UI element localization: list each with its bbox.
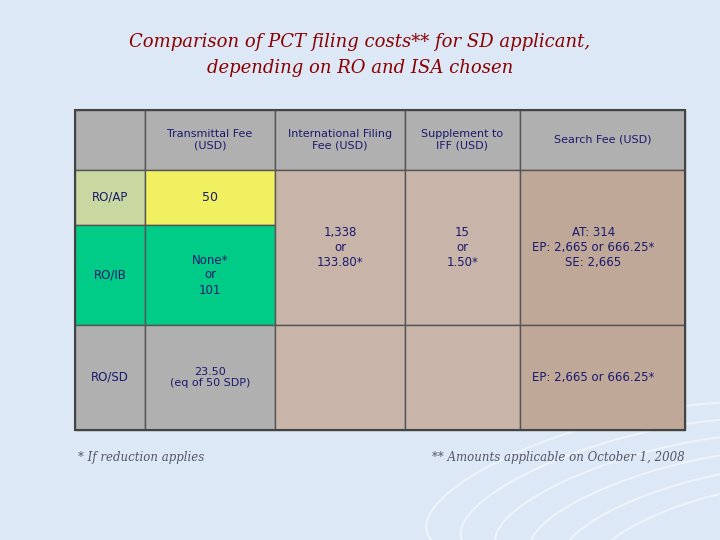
Text: Search Fee (USD): Search Fee (USD) <box>554 135 652 145</box>
Bar <box>145 325 275 430</box>
Text: Comparison of PCT filing costs** for SD applicant,: Comparison of PCT filing costs** for SD … <box>130 33 590 51</box>
Bar <box>145 110 275 170</box>
Bar <box>75 225 145 325</box>
Text: RO/SD: RO/SD <box>91 371 129 384</box>
Bar <box>75 110 685 430</box>
Bar <box>275 170 405 325</box>
Bar <box>275 325 405 430</box>
Bar <box>145 170 275 225</box>
Text: * If reduction applies: * If reduction applies <box>78 451 204 464</box>
Bar <box>520 325 685 430</box>
Text: 1,338
or
133.80*: 1,338 or 133.80* <box>317 226 364 269</box>
Text: 15
or
1.50*: 15 or 1.50* <box>446 226 478 269</box>
Text: 23.50
(eq of 50 SDP): 23.50 (eq of 50 SDP) <box>170 367 250 388</box>
Bar <box>405 170 520 325</box>
Text: None*
or
101: None* or 101 <box>192 253 228 296</box>
Bar <box>75 110 145 170</box>
Text: Transmittal Fee
(USD): Transmittal Fee (USD) <box>167 129 253 151</box>
Text: AT: 314
EP: 2,665 or 666.25*
SE: 2,665: AT: 314 EP: 2,665 or 666.25* SE: 2,665 <box>532 226 654 269</box>
Bar <box>520 110 685 170</box>
Text: RO/AP: RO/AP <box>92 191 128 204</box>
Bar <box>145 225 275 325</box>
Bar <box>520 170 685 325</box>
Text: Supplement to
IFF (USD): Supplement to IFF (USD) <box>421 129 503 151</box>
Text: RO/IB: RO/IB <box>94 268 127 281</box>
Bar <box>275 110 405 170</box>
Text: International Filing
Fee (USD): International Filing Fee (USD) <box>288 129 392 151</box>
Bar <box>405 110 520 170</box>
Bar <box>75 325 145 430</box>
Bar <box>405 325 520 430</box>
Text: depending on RO and ISA chosen: depending on RO and ISA chosen <box>207 59 513 77</box>
Text: ** Amounts applicable on October 1, 2008: ** Amounts applicable on October 1, 2008 <box>433 451 685 464</box>
Text: EP: 2,665 or 666.25*: EP: 2,665 or 666.25* <box>532 371 654 384</box>
Text: 50: 50 <box>202 191 218 204</box>
Bar <box>75 170 145 225</box>
